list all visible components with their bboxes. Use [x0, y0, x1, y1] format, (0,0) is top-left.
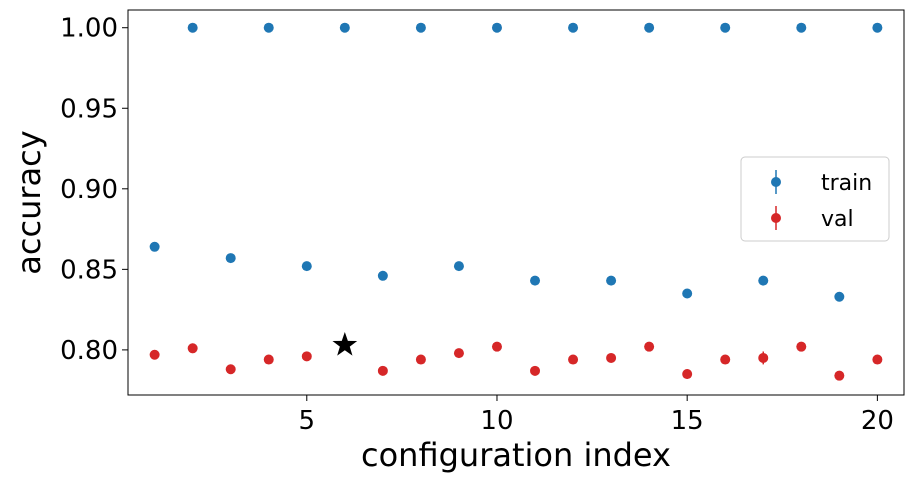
- val-point: [796, 341, 807, 352]
- train-point: [149, 241, 160, 252]
- train-point: [187, 22, 198, 33]
- val-point: [491, 341, 502, 352]
- plot-area: [149, 22, 883, 381]
- series-val: [149, 340, 883, 381]
- train-point: [606, 275, 617, 286]
- train-point: [758, 275, 769, 286]
- val-point: [377, 365, 388, 376]
- train-point: [568, 22, 579, 33]
- best-configuration-star-icon: [332, 332, 358, 356]
- axes: 5 10 15 20 0.80 0.85 0.90 0.95 1.00: [60, 9, 905, 436]
- train-point: [644, 22, 655, 33]
- train-point: [720, 22, 731, 33]
- train-point: [339, 22, 350, 33]
- val-point: [415, 354, 426, 365]
- y-tick-label: 1.00: [60, 14, 118, 44]
- train-point: [682, 288, 693, 299]
- val-point: [263, 354, 274, 365]
- val-point: [872, 354, 883, 365]
- y-axis-label: accuracy: [10, 130, 48, 274]
- val-point: [682, 369, 693, 380]
- val-point: [149, 349, 160, 360]
- val-point: [720, 354, 731, 365]
- plot-frame: [127, 9, 905, 396]
- train-point: [301, 261, 312, 272]
- y-tick-label: 0.85: [60, 255, 118, 285]
- train-point: [263, 22, 274, 33]
- val-point: [644, 341, 655, 352]
- val-point: [568, 354, 579, 365]
- val-point: [758, 352, 769, 363]
- legend: train val: [740, 156, 890, 242]
- x-tick-label: 15: [671, 406, 704, 436]
- x-tick-label: 10: [480, 406, 513, 436]
- train-point: [453, 261, 464, 272]
- val-point: [301, 351, 312, 362]
- y-tick-label: 0.80: [60, 336, 118, 366]
- train-point: [834, 291, 845, 302]
- x-tick-label: 5: [299, 406, 316, 436]
- x-tick-label: 20: [861, 406, 894, 436]
- train-point: [415, 22, 426, 33]
- legend-box: [740, 156, 890, 242]
- train-point: [796, 22, 807, 33]
- legend-label: val: [821, 207, 854, 232]
- val-point: [834, 370, 845, 381]
- train-point: [225, 253, 236, 264]
- series-train: [149, 22, 883, 302]
- val-point: [453, 348, 464, 359]
- train-point: [530, 275, 541, 286]
- legend-item-val: val: [771, 206, 854, 232]
- val-point: [187, 343, 198, 354]
- train-point: [377, 270, 388, 281]
- legend-label: train: [821, 171, 872, 196]
- legend-item-train: train: [771, 170, 872, 196]
- x-axis-label: configuration index: [361, 436, 671, 474]
- val-point: [225, 364, 236, 375]
- legend-marker-icon: [771, 213, 781, 223]
- train-point: [491, 22, 502, 33]
- legend-marker-icon: [771, 177, 781, 187]
- y-tick-label: 0.90: [60, 175, 118, 205]
- val-point: [530, 365, 541, 376]
- val-point: [606, 352, 617, 363]
- train-point: [872, 22, 883, 33]
- y-tick-label: 0.95: [60, 94, 118, 124]
